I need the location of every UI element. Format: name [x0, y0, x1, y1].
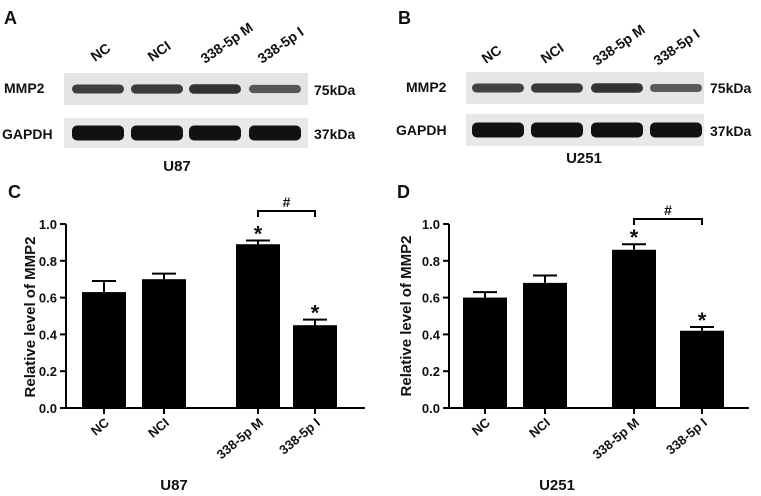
blot-band — [189, 84, 241, 94]
y-tick-label: 0.8 — [39, 254, 57, 269]
blot-band — [531, 122, 583, 138]
kda-label: 75kDa — [710, 80, 751, 96]
kda-label: 37kDa — [314, 126, 355, 142]
lane-label: NCI — [538, 40, 567, 67]
blot-band — [249, 84, 301, 94]
kda-label: 75kDa — [314, 82, 355, 98]
y-tick-label: 0.4 — [422, 327, 441, 342]
x-axis-label: U87 — [160, 477, 188, 494]
cell-line-label: U87 — [163, 158, 191, 175]
comparison-bracket — [633, 218, 703, 225]
significance-marker: * — [254, 222, 263, 247]
blot-band — [472, 122, 524, 138]
bracket-label: # — [283, 194, 291, 210]
lane-label: NC — [88, 40, 114, 65]
y-tick-label: 0.4 — [39, 327, 58, 342]
x-tick-label: NC — [88, 414, 112, 438]
cell-line-label: U251 — [566, 150, 602, 167]
y-tick-label: 0.6 — [422, 291, 440, 306]
y-tick-label: 0.6 — [39, 291, 57, 306]
lane-label: NC — [479, 42, 505, 67]
protein-label: GAPDH — [396, 122, 447, 138]
lane-label: 338-5p I — [651, 25, 703, 68]
lane-label: 338-5p M — [590, 21, 648, 68]
x-tick-label: 338-5p I — [276, 415, 323, 458]
y-tick-label: 1.0 — [39, 217, 57, 232]
lane-label: NCI — [145, 38, 174, 65]
x-tick-label: NCI — [526, 415, 553, 441]
blot-band — [650, 83, 702, 93]
y-tick-label: 0.0 — [422, 401, 440, 416]
comparison-bracket — [257, 210, 316, 217]
x-tick-label: NCI — [145, 415, 172, 441]
blot-band — [189, 125, 241, 141]
y-axis-label: Relative level of MMP2 — [398, 236, 415, 397]
y-tick-label: 0.8 — [422, 254, 440, 269]
blot-band — [249, 125, 301, 141]
panel-letter-d: D — [397, 182, 410, 202]
blot-band — [131, 125, 183, 141]
significance-marker: * — [311, 301, 320, 326]
bar-chart-u251: D Relative level of MMP2 0.0 0.2 0.4 0.6 0.8… — [397, 182, 749, 494]
y-tick-label: 0.0 — [39, 401, 57, 416]
blot-band — [72, 84, 124, 94]
bar — [236, 244, 280, 408]
panel-letter-a: A — [4, 8, 17, 28]
blot-band — [472, 83, 524, 93]
bar — [612, 249, 656, 408]
kda-label: 37kDa — [710, 123, 751, 139]
x-tick-label: 338-5p I — [663, 415, 710, 458]
lane-label: 338-5p M — [198, 19, 256, 66]
y-tick-label: 0.2 — [39, 364, 57, 379]
bar — [142, 279, 186, 408]
lane-label: 338-5p I — [255, 23, 307, 66]
y-axis-label: Relative level of MMP2 — [22, 237, 39, 398]
blot-panel-a: A NC NCI 338-5p M 338-5p I MMP2 75kDa GA… — [2, 8, 355, 175]
blot-band — [591, 83, 643, 93]
x-tick-label: 338-5p M — [590, 415, 642, 462]
bracket-label: # — [664, 202, 672, 218]
y-tick-label: 0.2 — [422, 364, 440, 379]
bar — [523, 282, 567, 408]
bar — [293, 325, 337, 408]
blot-band — [650, 122, 702, 138]
y-tick-label: 1.0 — [422, 217, 440, 232]
blot-panel-b: B NC NCI 338-5p M 338-5p I MMP2 75kDa GA… — [396, 8, 751, 167]
bar — [463, 297, 507, 408]
protein-label: MMP2 — [406, 79, 447, 95]
panel-letter-c: C — [8, 182, 21, 202]
x-axis-label: U251 — [539, 477, 575, 494]
blot-band — [531, 83, 583, 93]
bar — [680, 330, 724, 408]
x-tick-label: 338-5p M — [214, 415, 266, 462]
blot-band — [591, 122, 643, 138]
blot-band — [72, 125, 124, 141]
blot-band — [131, 84, 183, 94]
panel-letter-b: B — [398, 8, 411, 28]
significance-marker: * — [698, 308, 707, 333]
protein-label: MMP2 — [4, 80, 45, 96]
bar — [82, 292, 126, 408]
protein-label: GAPDH — [2, 126, 53, 142]
significance-marker: * — [630, 225, 639, 250]
x-tick-label: NC — [469, 414, 493, 438]
bar-chart-u87: C Relative level of MMP2 0.0 0.2 0.4 0.6 0.8… — [8, 182, 365, 494]
